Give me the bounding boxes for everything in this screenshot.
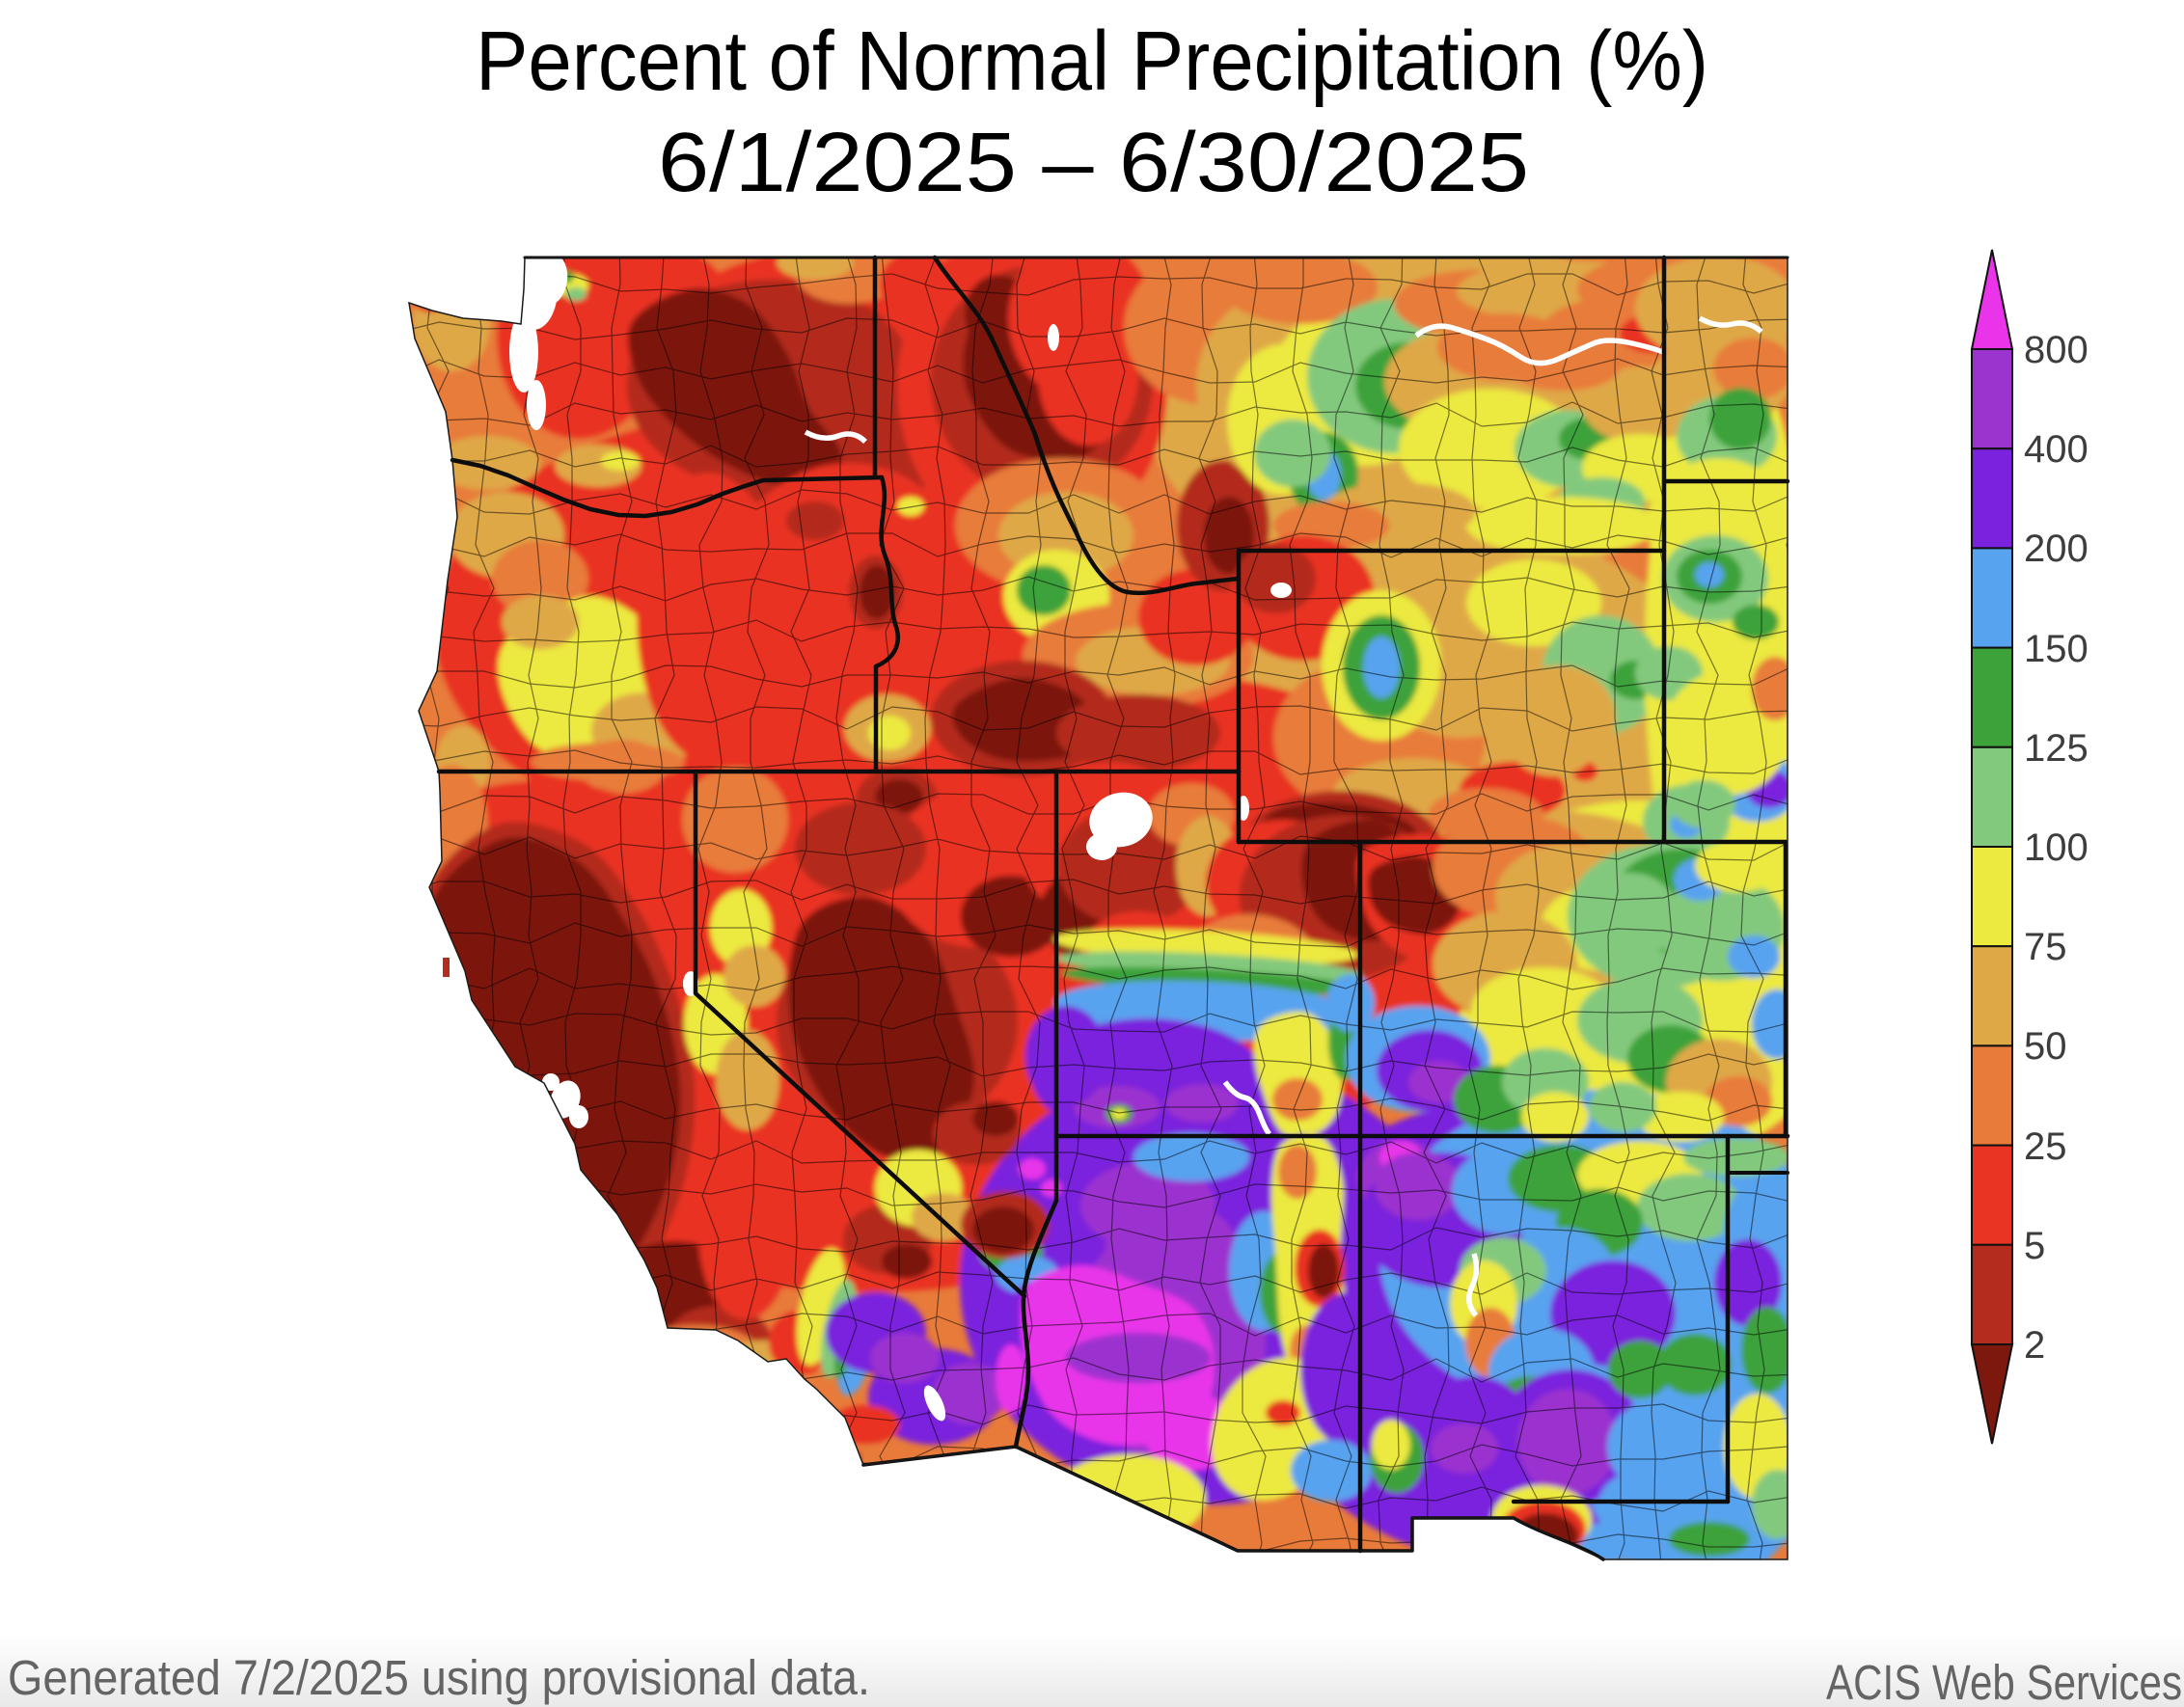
svg-text:50: 50 [2024,1025,2067,1068]
svg-text:125: 125 [2024,727,2088,770]
svg-text:Generated 7/2/2025 using provi: Generated 7/2/2025 using provisional dat… [8,1650,870,1705]
svg-text:25: 25 [2024,1125,2067,1168]
svg-text:800: 800 [2024,329,2088,371]
svg-text:ACIS Web Services: ACIS Web Services [1826,1655,2182,1707]
svg-text:100: 100 [2024,826,2088,869]
svg-text:Percent of Normal Precipitatio: Percent of Normal Precipitation (%) [476,14,1708,108]
svg-text:200: 200 [2024,528,2088,570]
svg-text:75: 75 [2024,926,2067,968]
svg-text:2: 2 [2024,1324,2045,1367]
svg-text:150: 150 [2024,628,2088,670]
svg-text:6/1/2025 – 6/30/2025: 6/1/2025 – 6/30/2025 [658,116,1529,209]
svg-text:5: 5 [2024,1225,2045,1267]
svg-text:400: 400 [2024,428,2088,471]
